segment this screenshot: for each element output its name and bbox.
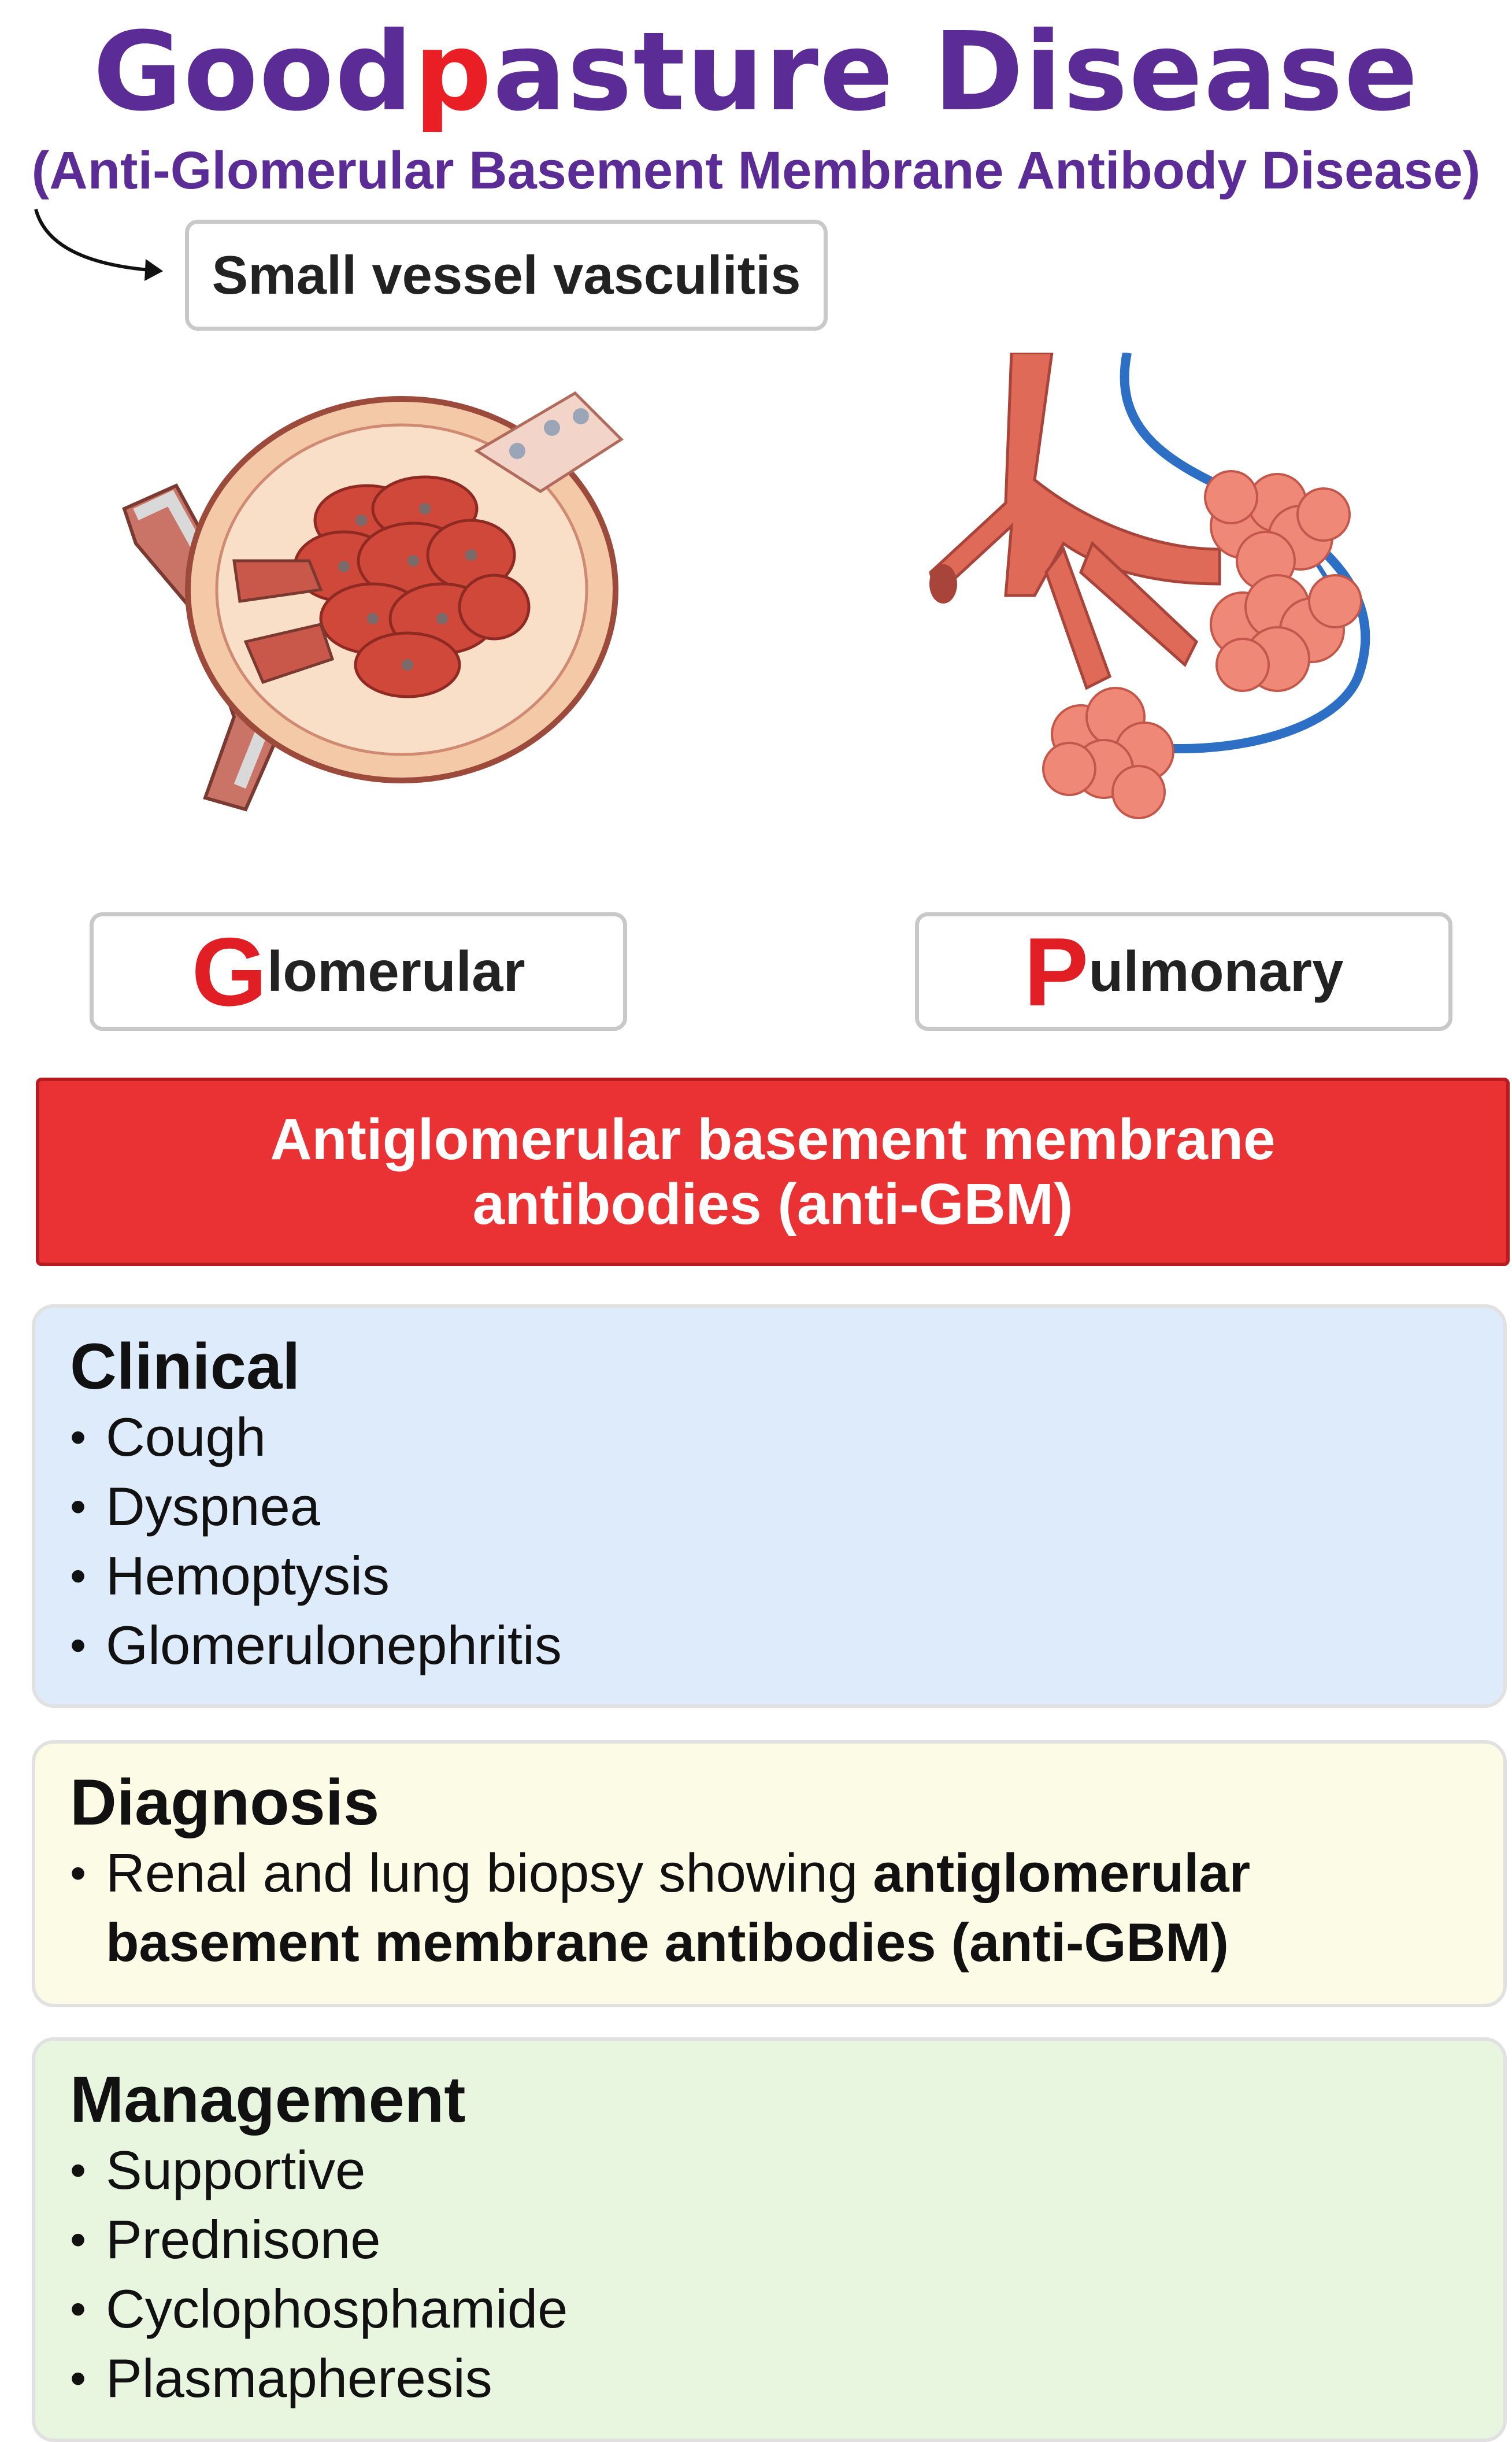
diagnosis-text-bold-1: antiglomerular <box>873 1842 1251 1903</box>
anti-gbm-banner: Antiglomerular basement membrane antibod… <box>36 1078 1510 1266</box>
title-highlight-letter: p <box>414 9 493 135</box>
glomerulus-illustration <box>122 391 624 812</box>
management-panel: Management Supportive Prednisone Cycloph… <box>32 2037 1507 2442</box>
category-label: Small vessel vasculitis <box>212 245 801 305</box>
management-list: Supportive Prednisone Cyclophosphamide P… <box>70 2136 1503 2413</box>
list-item: Cyclophosphamide <box>70 2274 1503 2344</box>
diagnosis-heading: Diagnosis <box>70 1766 380 1838</box>
list-item: Supportive <box>70 2136 1503 2205</box>
list-item: Prednisone <box>70 2205 1503 2274</box>
diagnosis-continuation: basement membrane antibodies (anti-GBM) <box>70 1908 1503 1977</box>
glomerular-initial: G <box>191 917 268 1026</box>
list-item: Cough <box>70 1403 1503 1472</box>
title-part-1: Good <box>92 9 414 135</box>
clinical-heading: Clinical <box>70 1330 301 1403</box>
alveoli-illustration <box>929 353 1370 819</box>
diagnosis-text-plain: Renal and lung biopsy showing <box>106 1842 873 1903</box>
banner-line-1: Antiglomerular basement membrane <box>270 1107 1276 1172</box>
glomerular-rest: lomerular <box>267 939 525 1003</box>
curved-arrow-icon <box>34 209 163 281</box>
list-item: Hemoptysis <box>70 1541 1503 1611</box>
banner-line-2: antibodies (anti-GBM) <box>472 1172 1073 1237</box>
category-label-box: Small vessel vasculitis <box>185 220 828 331</box>
management-heading: Management <box>70 2063 466 2136</box>
list-item: Renal and lung biopsy showing antiglomer… <box>70 1838 1503 1908</box>
pulmonary-initial: P <box>1024 917 1089 1026</box>
page-subtitle: (Anti-Glomerular Basement Membrane Antib… <box>31 141 1481 200</box>
list-item: Dyspnea <box>70 1472 1503 1541</box>
title-part-2: asture Disease <box>492 9 1420 135</box>
clinical-panel: Clinical Cough Dyspnea Hemoptysis Glomer… <box>32 1304 1507 1708</box>
diagnosis-panel: Diagnosis Renal and lung biopsy showing … <box>32 1740 1507 2007</box>
list-item: Plasmapheresis <box>70 2344 1503 2413</box>
list-item: Glomerulonephritis <box>70 1611 1503 1680</box>
diagnosis-list: Renal and lung biopsy showing antiglomer… <box>70 1838 1503 1908</box>
pulmonary-rest: ulmonary <box>1088 939 1344 1003</box>
diagnosis-text-bold-2: basement membrane antibodies (anti-GBM) <box>106 1912 1229 1973</box>
clinical-list: Cough Dyspnea Hemoptysis Glomerulonephri… <box>70 1403 1503 1680</box>
page-title: Goodpasture Disease <box>0 6 1512 139</box>
